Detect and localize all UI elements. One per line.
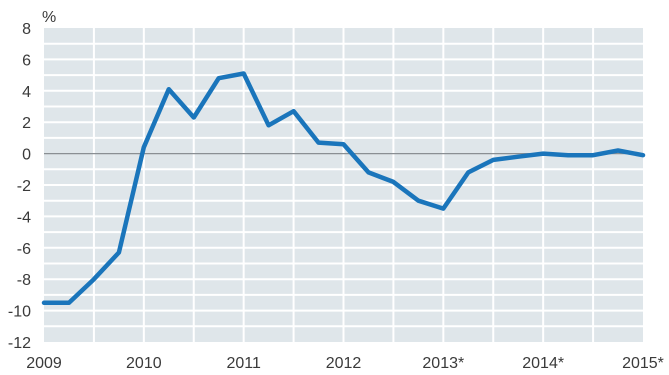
- x-axis-ticks: 2009 2010 2011 2012 2013* 2014* 2015*: [26, 355, 664, 372]
- y-tick-label: 0: [22, 147, 31, 164]
- y-tick-label: -4: [17, 209, 31, 226]
- x-tick-label: 2015*: [622, 355, 664, 372]
- x-tick-label: 2010: [126, 355, 162, 372]
- y-tick-label: -12: [8, 335, 31, 352]
- x-tick-label: 2012: [326, 355, 362, 372]
- y-axis-ticks: 8 6 4 2 0 -2 -4 -6 -8 -10 -12: [8, 21, 31, 352]
- y-tick-label: 6: [22, 52, 31, 69]
- y-tick-label: -2: [17, 178, 31, 195]
- y-tick-label: 8: [22, 21, 31, 38]
- y-tick-label: -8: [17, 272, 31, 289]
- y-tick-label: -10: [8, 304, 31, 321]
- x-tick-label: 2011: [226, 355, 261, 372]
- grid: [44, 28, 643, 342]
- x-tick-label: 2009: [26, 355, 62, 372]
- series-line: [41, 71, 646, 306]
- y-tick-label: 2: [22, 115, 31, 132]
- x-tick-label: 2013*: [422, 355, 464, 372]
- y-tick-label: -6: [17, 241, 31, 258]
- x-tick-label: 2014*: [522, 355, 564, 372]
- y-tick-label: 4: [22, 84, 31, 101]
- y-axis-unit-label: %: [42, 9, 56, 26]
